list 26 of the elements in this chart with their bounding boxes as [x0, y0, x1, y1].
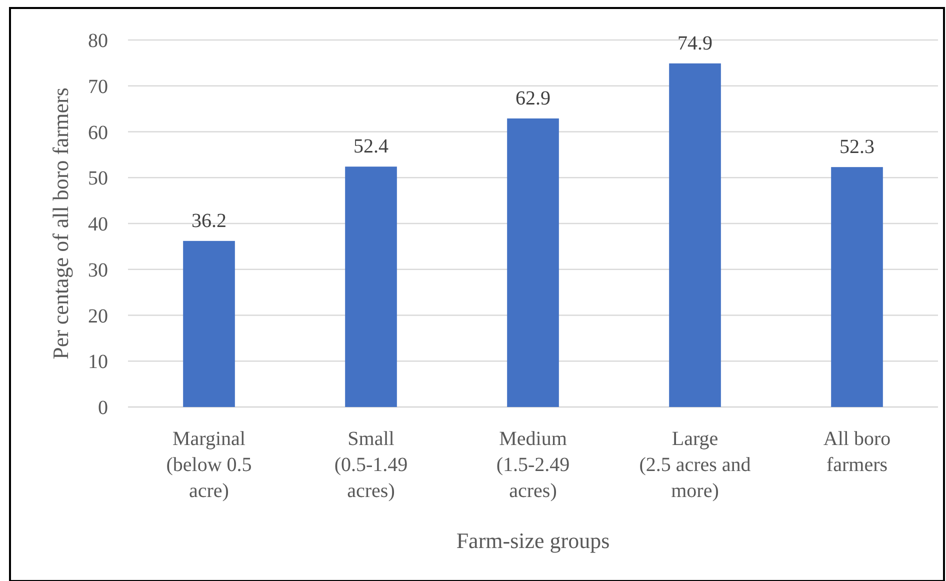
data-label: 62.9	[516, 87, 550, 110]
y-tick-label: 0	[98, 397, 108, 419]
bar	[507, 118, 559, 407]
data-label: 52.3	[840, 136, 874, 158]
data-label: 74.9	[678, 32, 712, 54]
y-axis-title: Per centage of all boro farmers	[48, 88, 73, 360]
bar	[183, 240, 235, 407]
x-tick-label: Marginal (below 0.5 acre)	[166, 428, 252, 502]
y-tick-label: 80	[88, 30, 108, 52]
x-tick-label: Large (2.5 acres and more)	[639, 428, 751, 502]
y-tick-label: 10	[88, 351, 108, 374]
x-axis-title: Farm-size groups	[456, 528, 610, 553]
x-tick-label: All boro farmers	[823, 428, 891, 476]
x-tick-label: Small (0.5-1.49 acres)	[334, 428, 408, 502]
y-tick-label: 20	[88, 305, 108, 328]
bar	[669, 63, 721, 407]
y-tick-label: 60	[88, 122, 108, 144]
bar	[345, 166, 397, 407]
bar	[831, 167, 883, 407]
x-tick-label: Medium (1.5-2.49 acres)	[496, 428, 570, 502]
y-tick-label: 30	[88, 259, 108, 282]
y-tick-label: 70	[88, 76, 108, 98]
y-tick-label: 40	[88, 214, 108, 236]
y-tick-label: 50	[88, 168, 108, 190]
data-label: 52.4	[354, 136, 388, 158]
data-label: 36.2	[192, 210, 226, 232]
